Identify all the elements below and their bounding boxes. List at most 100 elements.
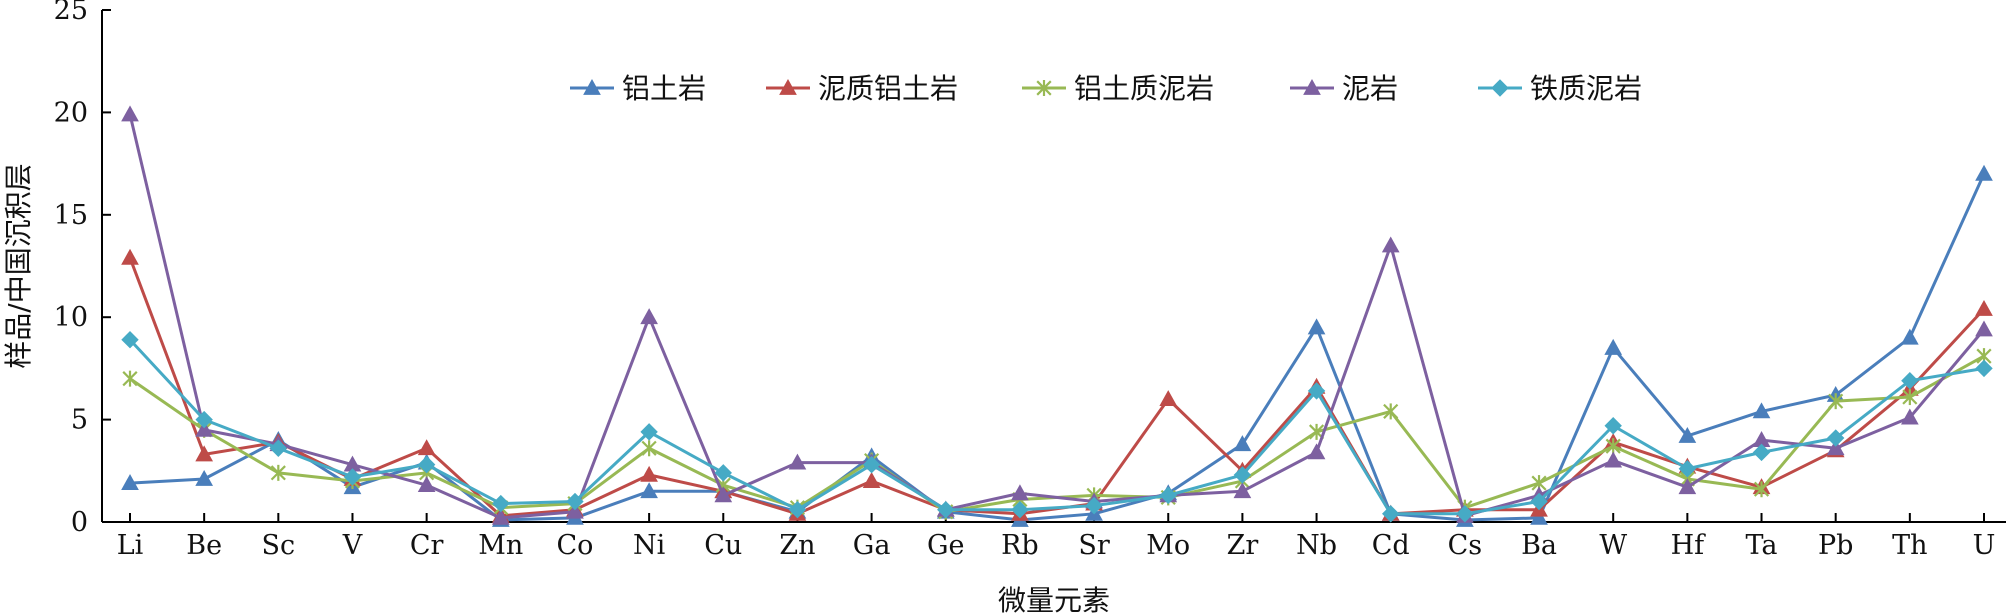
data-point [1678,426,1697,443]
x-tick-label: W [1599,530,1627,561]
data-point [122,370,138,387]
data-point [1828,393,1844,410]
data-point [1011,484,1029,501]
x-tick-label: Ta [1746,530,1778,561]
legend-marker [1036,80,1052,96]
data-point [714,486,733,503]
data-point [1382,505,1400,523]
data-point [1901,371,1919,390]
data-point [195,420,214,437]
x-tick-label: Th [1892,530,1927,561]
data-point [1307,443,1326,460]
data-point [1383,403,1399,420]
data-point [1307,318,1326,335]
y-tick-label: 0 [71,507,88,538]
data-point [1233,466,1252,484]
y-tick-label: 20 [54,97,88,128]
series-3 [122,348,1992,520]
data-point [269,439,288,457]
data-point [1975,299,1993,316]
data-point [1752,443,1771,462]
data-point [566,502,584,519]
series-line [128,338,1985,516]
x-tick-label: Be [186,530,222,561]
data-point [640,423,658,441]
legend-label: 泥岩 [1342,72,1398,105]
data-point [641,440,657,457]
x-tick-label: U [1973,530,1996,561]
x-tick-label: Li [117,530,144,561]
data-point [1678,460,1697,478]
y-tick-label: 5 [71,405,88,436]
data-point [492,494,510,513]
x-tick-label: Zr [1227,530,1259,561]
x-tick-label: Cr [410,530,444,561]
data-point [1604,417,1622,435]
data-point [1011,501,1029,519]
data-point [417,455,436,474]
x-tick-label: Cd [1372,530,1410,561]
data-point [1233,435,1252,452]
y-tick-label: 25 [54,0,88,26]
legend-label: 泥质铝土岩 [818,72,958,105]
x-tick-label: Ba [1521,530,1557,561]
legend-label: 铝土质泥岩 [1074,72,1214,105]
y-tick-label: 10 [54,302,88,333]
data-point [1826,429,1845,447]
data-point [1381,236,1400,253]
data-point [1752,402,1771,419]
x-tick-label: V [342,530,363,561]
data-point [566,492,584,511]
series-4 [121,105,1993,525]
data-point [640,465,658,482]
legend-entry: 铁质泥岩 [1478,72,1642,105]
data-point [1678,478,1697,495]
x-tick-label: Cs [1448,530,1483,561]
data-point [1085,496,1103,515]
data-point [1530,492,1548,511]
legend-label: 铝土岩 [622,72,706,105]
data-point [1530,508,1548,525]
data-point [121,248,139,265]
data-point [1233,482,1252,499]
data-point [121,105,139,122]
data-point [1307,382,1326,400]
data-point [862,455,881,474]
data-point [1753,481,1770,498]
x-tick-label: Mo [1146,530,1190,561]
x-tick-label: Zn [779,530,815,561]
legend: 铝土岩 泥质铝土岩 铝土质泥岩 泥岩 铁质泥岩 [570,72,1642,105]
data-point [862,472,881,488]
legend-label: 铁质泥岩 [1530,72,1642,105]
x-tick-label: Ge [927,530,965,561]
x-tick-label: Hf [1671,530,1707,561]
data-point [195,469,214,486]
data-point [1902,389,1918,406]
data-point [788,453,807,470]
data-point [121,331,139,349]
axes: 0 5 10 15 20 25 Li Be Sc V Cr Mn Co Ni Cu Zn Ga Ge Rb Sr Mo Z… [54,0,2006,561]
data-point [195,445,214,462]
x-tick-label: Mn [478,530,523,561]
data-point [491,508,510,525]
series-line [129,354,1985,514]
x-tick-label: Co [556,530,593,561]
legend-marker [1303,78,1321,95]
x-tick-label: Sc [262,530,296,561]
data-point [1159,486,1177,505]
data-point [343,468,362,486]
data-point [937,501,955,519]
data-point [1159,390,1178,407]
legend-marker [1491,79,1509,97]
x-tick-label: Cu [704,530,742,561]
legend-marker [583,78,601,95]
data-point [640,482,658,499]
x-tick-label: Nb [1296,530,1337,561]
y-axis-title: 样品/中国沉积层 [2,163,35,368]
data-point [640,308,658,325]
x-tick-label: Pb [1818,530,1853,561]
data-point [1456,505,1474,523]
x-tick-label: Ga [853,530,891,561]
data-point [1900,328,1919,345]
